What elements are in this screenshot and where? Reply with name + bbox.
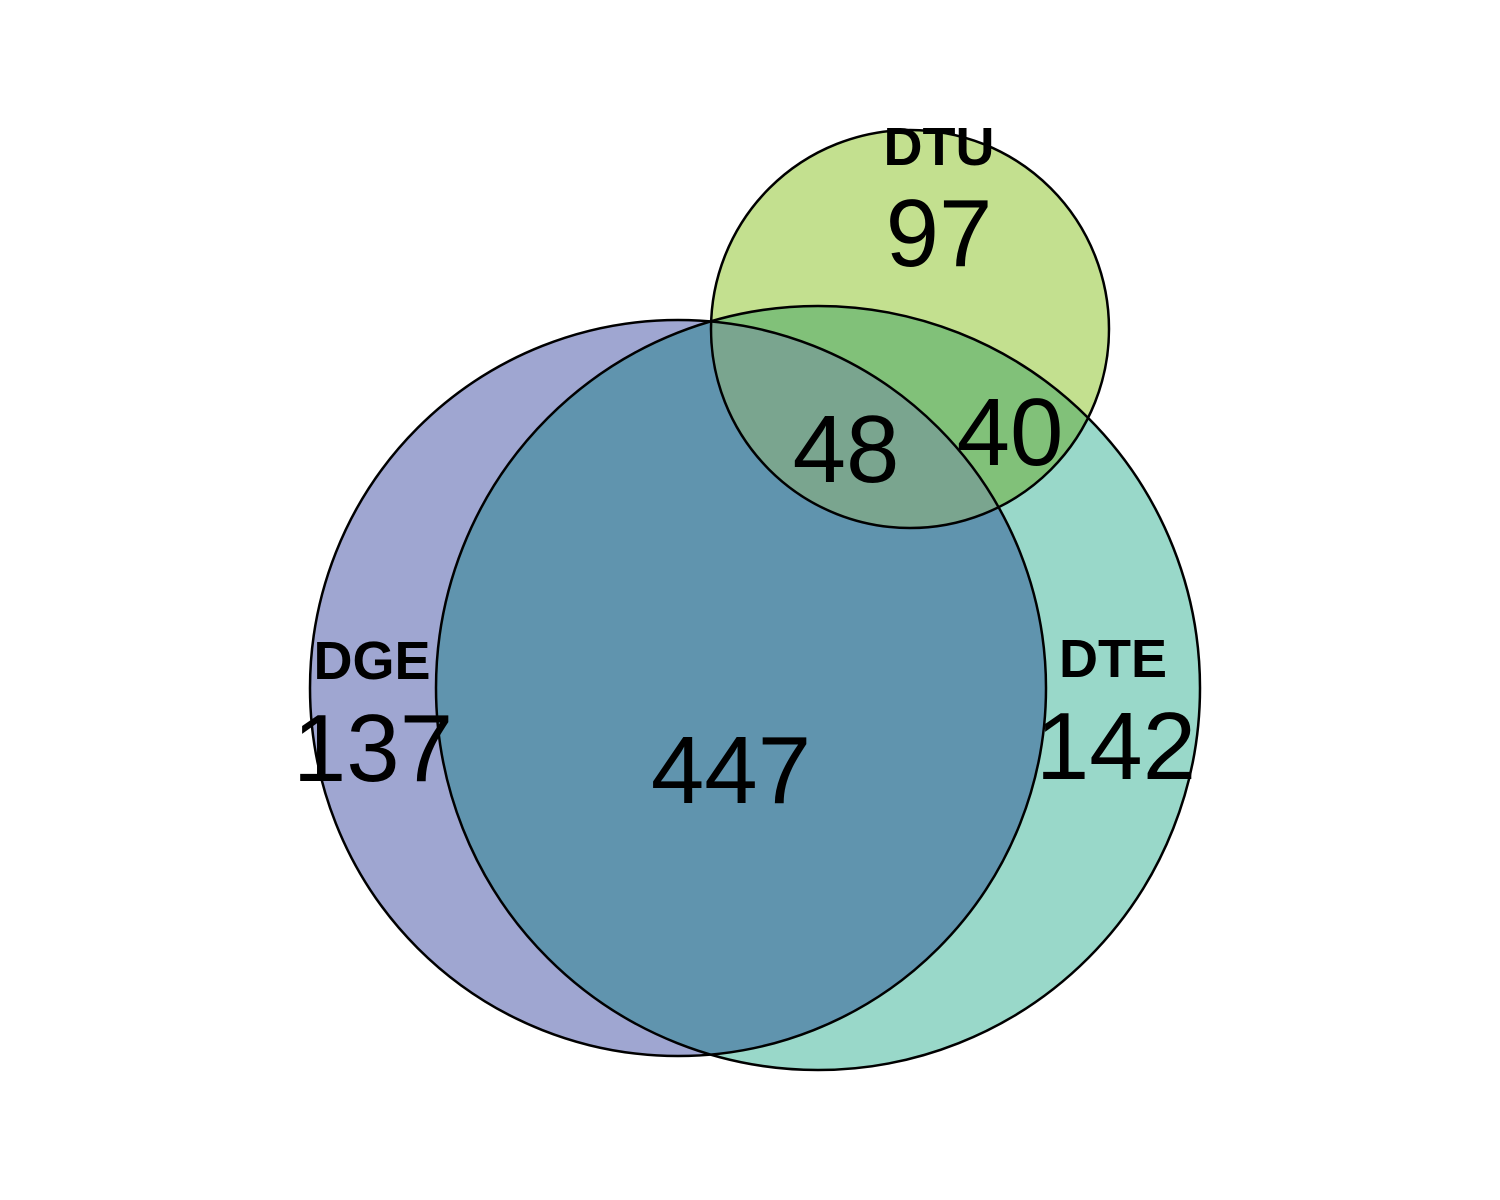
dge-label: DGE xyxy=(313,631,430,691)
dtu-label: DTU xyxy=(884,117,995,177)
dge-only-count: 137 xyxy=(293,695,453,802)
dtu-only-count: 97 xyxy=(886,180,993,287)
dte-only-count: 142 xyxy=(1036,693,1196,800)
dtu-outline xyxy=(709,128,1111,530)
dte-dtu-count: 40 xyxy=(957,379,1064,486)
dge-dte-count: 447 xyxy=(651,717,811,824)
dte-outline xyxy=(434,304,1202,1072)
dte-label: DTE xyxy=(1059,629,1167,689)
dge-outline xyxy=(308,318,1048,1058)
dge-dte-dtu-count: 48 xyxy=(793,396,900,503)
